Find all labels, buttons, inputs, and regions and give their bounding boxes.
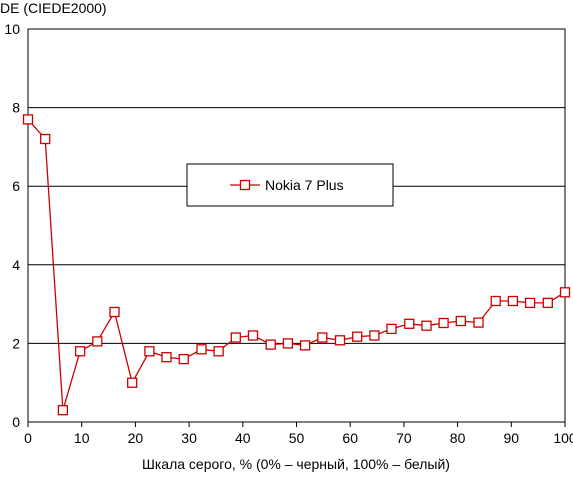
x-tick-label: 90 [504, 430, 520, 446]
data-point-marker [542, 297, 553, 309]
data-point-marker [40, 133, 51, 145]
y-tick-label: 10 [4, 21, 20, 37]
data-point-marker [127, 377, 138, 388]
legend-series-label: Nokia 7 Plus [265, 177, 344, 193]
data-point-marker [299, 340, 311, 351]
y-tick-label: 6 [12, 178, 20, 194]
data-point-marker [386, 323, 397, 335]
x-axis-title: Шкала серого, % (0% – черный, 100% – бел… [142, 456, 450, 472]
x-tick-label: 20 [128, 430, 144, 446]
y-axis-title: DE (CIEDE2000) [0, 0, 107, 16]
data-point-marker [196, 344, 207, 355]
x-tick-label: 70 [396, 430, 412, 446]
data-point-marker [74, 346, 86, 357]
data-point-marker [92, 336, 103, 347]
x-tick-label: 50 [289, 430, 305, 446]
data-point-marker [507, 295, 519, 307]
data-point-marker [455, 315, 466, 327]
data-point-marker [438, 317, 449, 329]
data-point-marker [490, 295, 501, 307]
data-point-marker [265, 339, 276, 350]
y-tick-label: 2 [12, 335, 20, 351]
x-tick-label: 60 [342, 430, 358, 446]
data-point-marker [144, 346, 155, 357]
x-tick-label: 10 [74, 430, 90, 446]
data-point-marker [524, 297, 536, 309]
legend: Nokia 7 Plus [186, 163, 394, 207]
data-point-marker [352, 331, 363, 342]
y-tick-label: 4 [12, 257, 20, 273]
data-point-marker [334, 335, 346, 346]
data-point-marker [247, 330, 259, 341]
plot-frame [27, 28, 566, 423]
x-tick-label: 40 [235, 430, 251, 446]
plot-background [28, 29, 565, 422]
legend-box [186, 163, 394, 207]
data-point-marker [161, 352, 172, 363]
data-point-marker [473, 317, 484, 328]
data-point-marker [109, 306, 120, 318]
y-tick-label: 0 [12, 414, 20, 430]
data-point-marker [282, 338, 294, 349]
x-tick-label: 0 [24, 430, 32, 446]
x-tick-label: 100 [553, 430, 573, 446]
data-point-marker [213, 346, 224, 357]
x-tick-label: 30 [181, 430, 197, 446]
data-point-marker [230, 332, 241, 343]
data-point-marker [404, 318, 415, 329]
series-layer [22, 114, 571, 416]
data-point-marker [57, 405, 69, 416]
y-tick-label: 8 [12, 100, 20, 116]
legend-series-marker [239, 179, 251, 191]
data-point-marker [421, 320, 432, 331]
x-tick-label: 80 [450, 430, 466, 446]
data-point-marker [317, 332, 328, 343]
data-point-marker [559, 287, 571, 298]
data-point-marker [22, 114, 34, 125]
data-point-marker [369, 330, 380, 341]
data-point-marker [178, 353, 189, 365]
